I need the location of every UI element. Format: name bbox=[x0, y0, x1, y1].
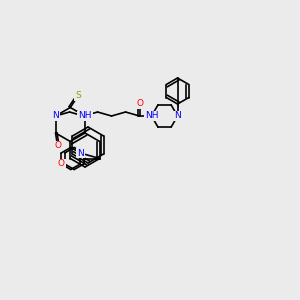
Text: N: N bbox=[77, 148, 84, 158]
Text: O: O bbox=[54, 142, 61, 151]
Text: S: S bbox=[75, 91, 81, 100]
Text: NH: NH bbox=[78, 112, 92, 121]
Text: N: N bbox=[52, 112, 59, 121]
Text: N: N bbox=[174, 112, 181, 121]
Text: O: O bbox=[58, 160, 65, 169]
Text: O: O bbox=[136, 100, 143, 109]
Text: NH: NH bbox=[145, 112, 158, 121]
